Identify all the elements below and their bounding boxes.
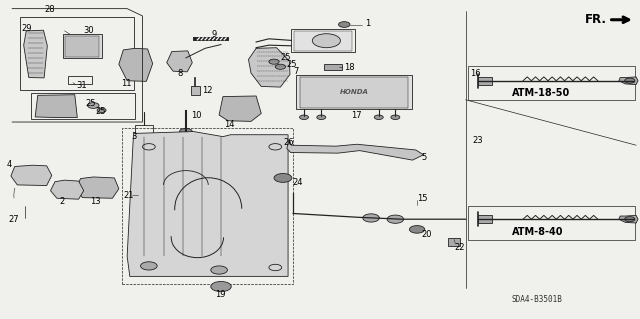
Text: 17: 17 [351, 111, 361, 120]
Text: 26: 26 [283, 137, 294, 146]
Text: 27: 27 [8, 215, 19, 224]
Circle shape [275, 64, 285, 69]
Text: 21: 21 [124, 190, 134, 200]
Text: 9: 9 [211, 30, 217, 39]
Circle shape [410, 226, 425, 233]
Polygon shape [219, 96, 261, 122]
Circle shape [97, 108, 106, 113]
Circle shape [136, 136, 152, 144]
Bar [468, 66, 636, 100]
Text: 31: 31 [76, 81, 86, 90]
Text: 24: 24 [292, 178, 303, 187]
Bar [65, 36, 99, 56]
Text: 14: 14 [224, 120, 235, 129]
Text: 23: 23 [472, 136, 483, 145]
Circle shape [269, 59, 279, 64]
Circle shape [211, 266, 227, 274]
Polygon shape [287, 140, 424, 160]
Circle shape [312, 34, 340, 48]
Circle shape [141, 262, 157, 270]
Bar [300, 77, 408, 108]
Text: 13: 13 [90, 197, 100, 206]
Text: 16: 16 [470, 69, 481, 78]
Circle shape [387, 215, 404, 223]
Text: SDA4-B3501B: SDA4-B3501B [512, 295, 563, 304]
Text: 10: 10 [191, 111, 202, 120]
Text: ATM-8-40: ATM-8-40 [511, 227, 563, 237]
Text: 29: 29 [21, 24, 31, 33]
Polygon shape [248, 48, 290, 87]
Text: 22: 22 [454, 243, 465, 252]
Circle shape [317, 115, 326, 120]
Bar [468, 206, 636, 240]
Circle shape [625, 78, 635, 83]
Text: FR.: FR. [586, 13, 607, 26]
Text: 15: 15 [417, 194, 428, 203]
Text: 7: 7 [293, 67, 298, 76]
Text: 28: 28 [44, 5, 55, 14]
Text: 12: 12 [202, 86, 212, 95]
Polygon shape [119, 48, 153, 81]
Text: 8: 8 [177, 69, 182, 78]
Text: HONDA: HONDA [339, 89, 368, 95]
Polygon shape [51, 180, 84, 199]
Bar [294, 31, 352, 51]
Text: 1: 1 [365, 19, 370, 28]
Text: 20: 20 [421, 230, 431, 239]
Bar [478, 77, 492, 85]
Polygon shape [127, 131, 288, 276]
Text: ATM-18-50: ATM-18-50 [511, 88, 570, 98]
Bar [20, 17, 134, 90]
Bar [291, 29, 355, 52]
Bar [63, 34, 102, 58]
Circle shape [179, 128, 192, 135]
Text: 4: 4 [7, 160, 12, 169]
Bar [324, 64, 342, 70]
Polygon shape [11, 165, 52, 186]
Circle shape [300, 115, 308, 120]
Bar [191, 86, 200, 95]
Text: 2: 2 [60, 197, 65, 206]
Text: 30: 30 [84, 26, 94, 35]
Circle shape [339, 22, 350, 27]
Text: 25: 25 [287, 60, 298, 69]
Circle shape [274, 174, 292, 182]
Polygon shape [619, 215, 638, 223]
Polygon shape [24, 30, 47, 78]
Circle shape [88, 103, 99, 108]
Text: 5: 5 [421, 153, 426, 162]
Text: 25: 25 [85, 99, 95, 108]
Text: 18: 18 [344, 63, 355, 71]
Circle shape [211, 281, 231, 292]
Circle shape [363, 214, 380, 222]
Circle shape [625, 217, 635, 222]
Bar [135, 124, 153, 144]
Text: 25: 25 [280, 53, 291, 62]
Bar [478, 215, 492, 223]
Text: 11: 11 [121, 79, 131, 88]
Circle shape [391, 115, 400, 120]
Bar [122, 128, 293, 284]
Text: 19: 19 [214, 290, 225, 299]
Bar [296, 75, 412, 109]
Text: 3: 3 [131, 132, 136, 141]
Text: 25: 25 [95, 108, 106, 116]
Bar [448, 238, 461, 246]
Polygon shape [619, 77, 638, 85]
Circle shape [374, 115, 383, 120]
Polygon shape [35, 95, 77, 118]
Bar [31, 93, 135, 119]
Bar [68, 76, 92, 84]
Polygon shape [76, 177, 119, 198]
Polygon shape [167, 51, 192, 72]
